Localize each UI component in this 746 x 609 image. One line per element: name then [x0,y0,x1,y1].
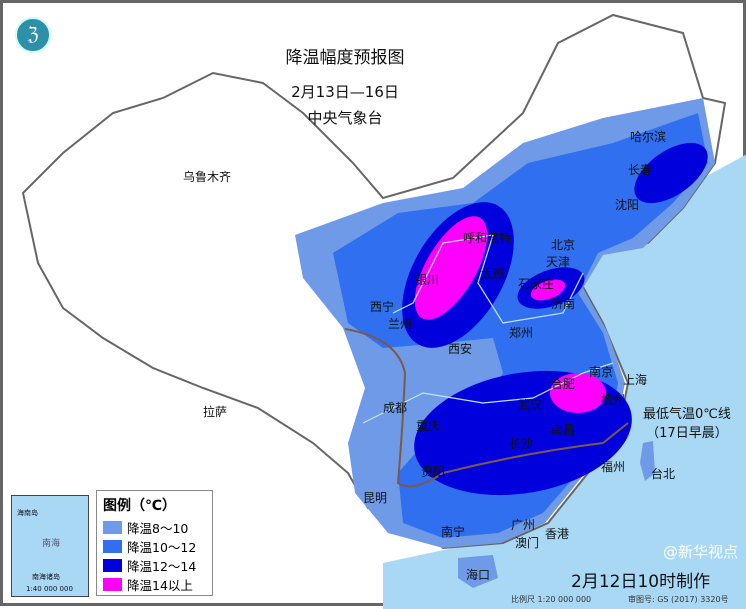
city-label: 北京 [551,238,576,252]
city-label: 广州 [511,518,536,532]
legend-item: 降温10～12 [103,537,206,556]
cooling-12-14-ne [634,142,708,204]
city-label: 银川 [415,273,440,287]
city-label: 上海 [623,373,648,387]
yangtze-river [362,362,614,424]
city-label: 香港 [545,527,570,541]
city-label: 太原 [481,267,506,281]
city-label: 呼和浩特 [463,231,512,245]
inset-scale: 1:40 000 000 [26,585,73,593]
legend: 图例（℃） 降温8～10 降温10～12 降温12～14 降温14以上 [96,490,213,596]
cooling-10-12-area [333,113,708,538]
city-label: 济南 [551,297,576,311]
issuer: 中央气象台 [307,109,383,127]
city-label: 南昌 [551,423,576,437]
city-label: 合肥 [551,377,576,391]
watermark: @新华视点 [663,543,739,561]
city-label: 贵阳 [421,465,446,479]
zero-degree-line [344,328,629,488]
legend-label: 降温12～14 [127,559,197,574]
zero-line-label: 最低气温0℃线 （17日早晨） [643,403,731,441]
city-label: 南京 [589,365,614,379]
map-canvas [21,13,746,609]
zero-line-title: 最低气温0℃线 [643,407,731,422]
legend-title: 图例（℃） [103,498,176,514]
inset-label: 南海诸岛 [32,573,60,581]
city-label: 长沙 [509,437,534,451]
city-label: 西宁 [370,300,395,314]
taiwan [640,441,655,481]
made-time: 2月12日10时制作 [571,572,711,592]
map-title: 降温幅度预报图 [285,48,405,68]
legend-label: 降温14以上 [127,578,193,593]
city-label: 成都 [383,401,408,415]
city-label: 拉萨 [203,405,228,419]
legend-item: 降温14以上 [103,575,206,594]
city-label: 长春 [628,163,653,177]
city-label: 郑州 [509,326,534,340]
yellow-river [392,234,584,324]
city-label: 福州 [601,460,626,474]
south-china-sea-inset: 南海 海南岛 南海诸岛 1:40 000 000 [11,495,89,597]
map-approval-number: 审图号: GS (2017) 3320号 [628,595,729,604]
inset-label: 南海 [42,539,61,549]
city-label: 哈尔滨 [630,130,667,144]
city-label: 澳门 [515,536,540,550]
city-label: 西安 [448,342,473,356]
city-label: 乌鲁木齐 [183,170,232,184]
legend-item: 降温12～14 [103,556,206,575]
legend-label: 降温10～12 [127,540,197,555]
date-range: 2月13日—16日 [291,83,399,101]
city-label: 海口 [466,568,491,582]
city-label: 重庆 [416,419,441,433]
city-label: 杭州 [601,393,626,407]
map-scale: 比例尺 1:20 000 000 [511,595,592,604]
cooling-14-plus-nw [414,216,488,320]
legend-label: 降温8～10 [127,521,189,536]
city-label: 沈阳 [615,198,640,212]
city-label: 台北 [651,467,676,481]
city-label: 石家庄 [518,277,555,291]
hainan [458,555,498,588]
zero-line-subtitle: （17日早晨） [646,426,728,441]
city-label: 天津 [546,255,571,269]
city-label: 南宁 [441,525,466,539]
city-label: 武汉 [518,398,543,412]
cooling-14-plus-shandong [530,279,566,301]
city-label: 兰州 [388,317,413,331]
cma-logo: ℨ [15,17,51,53]
legend-item: 降温8～10 [103,518,206,537]
inset-label: 海南岛 [17,509,38,517]
city-label: 昆明 [363,491,388,505]
